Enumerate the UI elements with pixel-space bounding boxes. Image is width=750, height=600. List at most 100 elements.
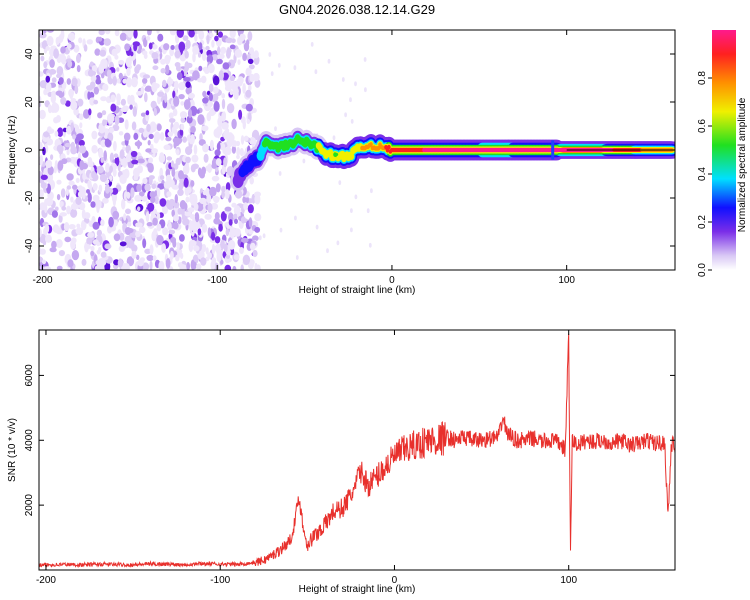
noise-speckle	[113, 153, 119, 158]
noise-speckle	[205, 247, 209, 255]
noise-speckle	[133, 30, 138, 39]
noise-speckle	[121, 199, 126, 210]
noise-speckle	[183, 77, 191, 82]
noise-speckle	[71, 77, 78, 87]
noise-speckle	[99, 174, 108, 183]
x-tick-label: -100	[210, 575, 230, 586]
noise-speckle	[98, 30, 105, 36]
noise-speckle	[68, 224, 76, 230]
noise-speckle	[77, 98, 84, 107]
noise-speckle	[43, 61, 48, 69]
noise-speckle	[174, 50, 181, 59]
noise-speckle	[218, 70, 224, 81]
noise-speckle	[187, 108, 193, 118]
noise-speckle	[89, 97, 96, 106]
noise-speckle	[221, 98, 226, 110]
x-tick-label: -200	[36, 575, 56, 586]
noise-speckle	[193, 245, 200, 252]
noise-speckle	[245, 89, 252, 98]
noise-speckle	[83, 109, 90, 119]
noise-speckle	[78, 37, 83, 44]
noise-speckle	[151, 183, 157, 189]
noise-speckle	[120, 246, 124, 252]
noise-speckle	[97, 112, 103, 119]
x-tick-label: 100	[560, 575, 577, 586]
signal-mark	[369, 142, 373, 147]
noise-speckle	[116, 93, 121, 103]
spectrogram-noise	[39, 30, 373, 270]
noise-speckle	[60, 46, 66, 54]
noise-speckle	[226, 103, 235, 114]
noise-speckle	[131, 121, 137, 131]
noise-speckle	[214, 35, 219, 42]
noise-speckle	[204, 213, 212, 220]
noise-speckle	[211, 257, 217, 265]
noise-speckle	[112, 197, 116, 207]
noise-speckle	[213, 101, 220, 112]
noise-speckle	[113, 140, 117, 152]
noise-speckle	[175, 157, 181, 166]
noise-speckle	[142, 177, 148, 185]
noise-speckle	[172, 214, 179, 222]
noise-speckle	[151, 148, 159, 154]
noise-speckle	[70, 122, 74, 132]
noise-speckle	[151, 52, 159, 60]
noise-speckle	[72, 134, 76, 140]
y-tick-label: 2000	[24, 494, 35, 517]
noise-speckle	[209, 32, 214, 38]
noise-speckle	[94, 48, 101, 56]
noise-speckle	[294, 215, 297, 221]
noise-speckle	[178, 94, 185, 100]
noise-speckle	[160, 58, 166, 65]
noise-speckle	[90, 245, 95, 252]
noise-speckle	[114, 30, 120, 37]
noise-speckle	[217, 31, 223, 38]
spectrogram-y-ticks: -40 -20 0 20 40	[24, 48, 675, 253]
noise-speckle	[156, 123, 162, 131]
noise-speckle	[240, 135, 245, 145]
noise-speckle	[293, 65, 297, 71]
colorbar-gradient	[712, 30, 736, 270]
noise-speckle	[194, 33, 198, 42]
noise-speckle	[118, 131, 124, 136]
noise-speckle	[53, 48, 59, 59]
noise-speckle	[91, 144, 98, 154]
noise-speckle	[251, 193, 256, 204]
noise-speckle	[223, 243, 228, 253]
noise-speckle	[178, 181, 184, 191]
noise-speckle	[98, 147, 104, 159]
noise-speckle	[349, 97, 352, 103]
noise-speckle	[111, 48, 118, 57]
noise-speckle	[132, 106, 137, 117]
noise-speckle	[217, 46, 221, 56]
noise-speckle	[208, 83, 214, 93]
noise-speckle	[78, 139, 85, 147]
noise-speckle	[185, 86, 192, 95]
x-tick-label: -100	[207, 275, 227, 286]
noise-speckle	[160, 68, 166, 74]
noise-speckle	[231, 145, 236, 154]
colorbar-tick-label: 0.0	[697, 263, 708, 277]
noise-speckle	[224, 206, 232, 212]
noise-speckle	[133, 43, 138, 52]
noise-speckle	[243, 135, 249, 142]
snr-series-line	[39, 333, 675, 569]
noise-speckle	[55, 115, 61, 123]
noise-speckle	[179, 200, 186, 210]
noise-speckle	[46, 35, 54, 47]
noise-speckle	[189, 220, 196, 230]
noise-speckle	[48, 68, 57, 75]
noise-speckle	[183, 177, 189, 188]
noise-speckle	[178, 252, 183, 258]
noise-speckle	[234, 218, 238, 224]
noise-speckle	[51, 77, 57, 83]
noise-speckle	[81, 258, 87, 266]
noise-speckle	[168, 118, 176, 123]
noise-speckle	[185, 196, 190, 203]
noise-speckle	[92, 239, 99, 245]
noise-speckle	[199, 197, 207, 205]
noise-speckle	[231, 118, 237, 130]
noise-speckle	[176, 64, 181, 72]
noise-speckle	[224, 264, 232, 270]
